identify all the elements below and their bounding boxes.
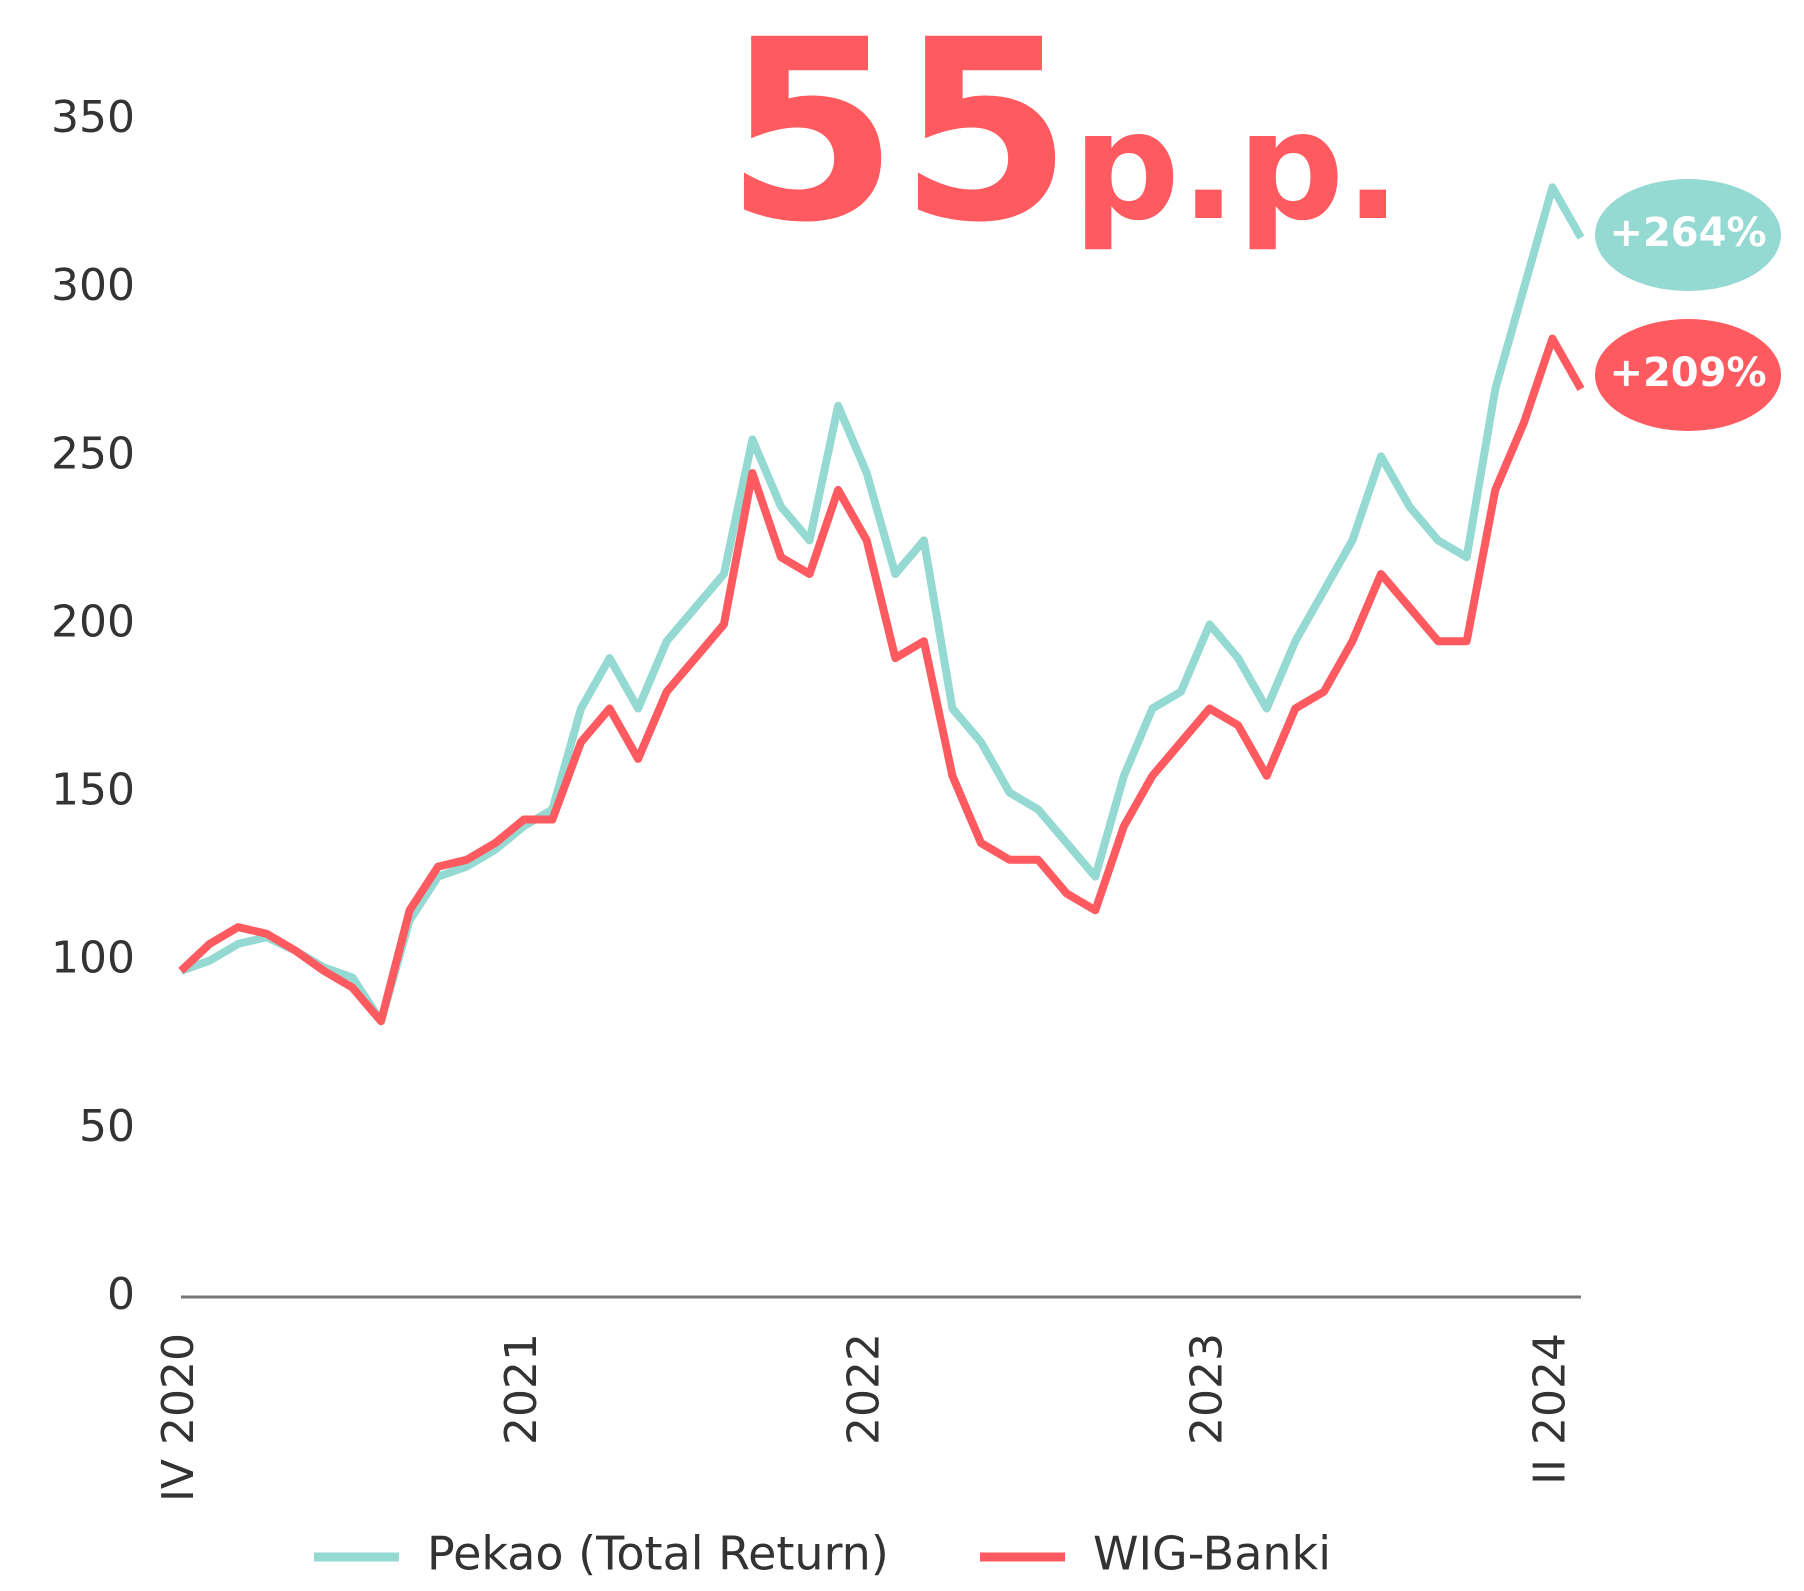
end-badge [1595, 319, 1781, 431]
y-tick-label: 0 [107, 1269, 135, 1320]
y-tick-label: 50 [79, 1101, 135, 1152]
y-tick-label: 200 [51, 596, 135, 647]
y-tick-label: 350 [51, 92, 135, 143]
y-tick-label: 250 [51, 428, 135, 479]
series-line [178, 334, 1585, 1026]
y-tick-label: 150 [51, 765, 135, 816]
series-line [179, 183, 1585, 1026]
x-tick-label: IV 2020 [153, 1333, 204, 1502]
legend-label: Pekao (Total Return) [427, 1527, 889, 1581]
x-tick-label: II 2024 [1524, 1333, 1575, 1485]
end-label: +264% [1609, 210, 1766, 256]
x-tick-label: 2021 [496, 1333, 547, 1445]
title-unit: p.p. [1073, 80, 1402, 254]
y-tick-label: 100 [51, 933, 135, 984]
y-tick-label: 300 [51, 260, 135, 311]
title-number: 55 [725, 0, 1073, 277]
end-badge [1595, 179, 1781, 291]
x-tick-label: 2022 [839, 1333, 890, 1445]
legend-label: WIG-Banki [1093, 1527, 1331, 1581]
x-tick-label: 2023 [1182, 1333, 1233, 1445]
chart-title: 55p.p. [725, 0, 1402, 277]
end-label: +209% [1609, 350, 1766, 396]
